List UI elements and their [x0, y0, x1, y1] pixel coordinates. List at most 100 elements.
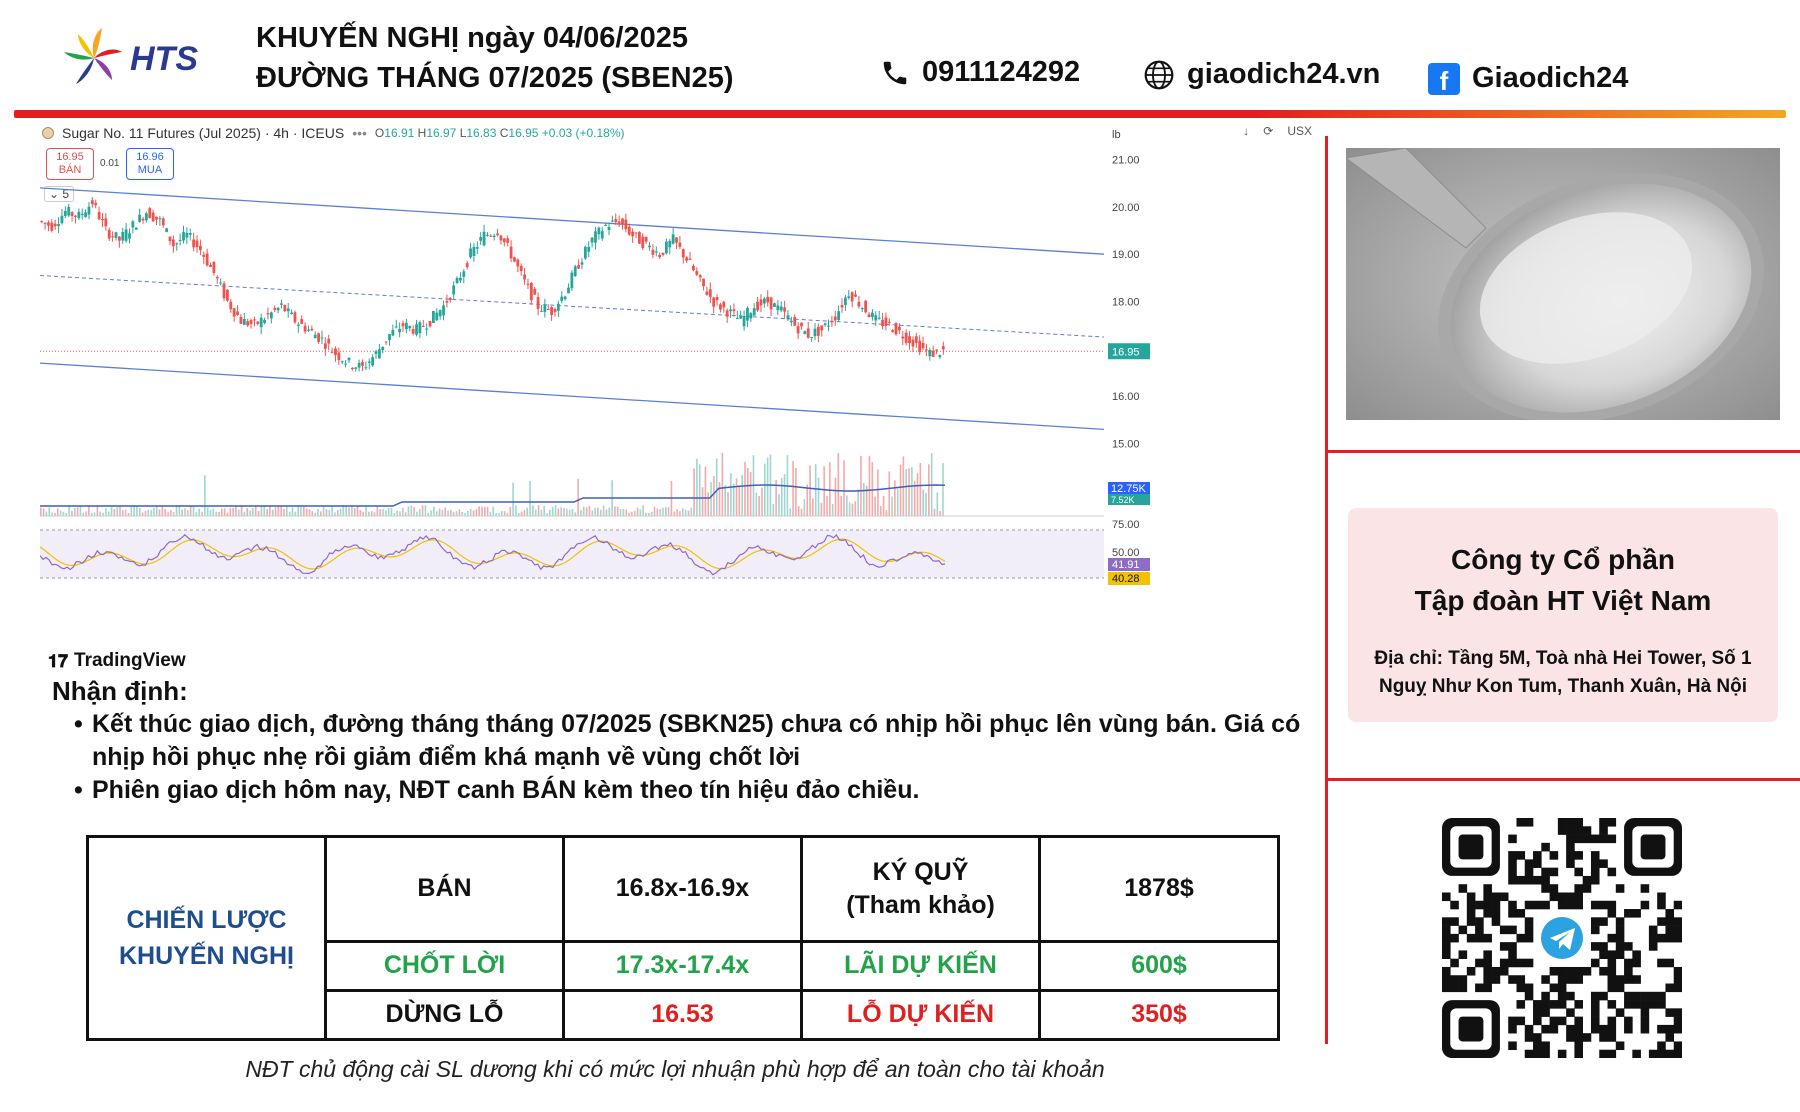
volume-bar	[928, 464, 930, 516]
volume-bar	[517, 512, 520, 516]
refresh-icon[interactable]: ⟳	[1263, 124, 1274, 138]
candle-body	[361, 362, 364, 366]
candle-body	[236, 311, 239, 316]
volume-bar	[908, 468, 910, 516]
candle-body	[911, 339, 915, 347]
volume-bar	[51, 512, 53, 516]
volume-bar	[899, 464, 902, 516]
volume-bar	[376, 505, 379, 516]
candle-body	[796, 326, 800, 334]
telegram-qr-code[interactable]	[1442, 818, 1683, 1059]
website-contact[interactable]: giaodich24.vn	[1143, 58, 1380, 91]
volume-bar	[840, 495, 842, 516]
candle-body	[681, 249, 685, 258]
volume-bar	[223, 508, 226, 516]
volume-bar	[922, 489, 924, 516]
volume-bar	[667, 507, 670, 516]
strategy-label: CHIẾN LƯỢC KHUYẾN NGHỊ	[86, 835, 327, 1041]
candle-body	[350, 368, 354, 370]
volume-bar	[814, 464, 817, 516]
volume-bar	[288, 511, 291, 516]
candle-body	[843, 297, 847, 306]
price-chart-panel[interactable]: Sugar No. 11 Futures (Jul 2025) · 4h · I…	[40, 120, 1320, 672]
candle-body	[367, 361, 371, 363]
volume-bar	[235, 506, 237, 516]
candle-body	[67, 206, 71, 216]
candle-body	[671, 234, 675, 244]
candle-body	[421, 325, 425, 327]
candle-body	[749, 313, 753, 319]
candle-body	[719, 304, 722, 310]
volume-bar	[721, 452, 724, 516]
volume-bar	[800, 508, 803, 516]
volume-bar	[481, 506, 483, 516]
volume-bar	[747, 467, 749, 516]
candle-body	[779, 306, 783, 311]
volume-bar	[730, 473, 732, 516]
table-row: CHIẾN LƯỢC KHUYẾN NGHỊ BÁN 16.8x-16.9x K…	[86, 835, 1280, 1041]
sell-button[interactable]: 16.95 BÁN	[46, 148, 94, 180]
candle-body	[773, 303, 776, 307]
volume-bar	[605, 509, 608, 516]
candle-body	[661, 252, 665, 255]
price-axis-tick: 20.00	[1112, 202, 1140, 214]
indicator-collapse-toggle[interactable]: ⌄ 5	[44, 186, 75, 202]
candle-body	[509, 246, 513, 259]
volume-bar	[676, 509, 678, 516]
phone-contact[interactable]: 0911124292	[880, 56, 1080, 89]
spread-value: 0.01	[100, 158, 120, 169]
volume-bar	[526, 507, 529, 516]
volume-bar	[271, 509, 274, 516]
currency-select[interactable]: USX	[1287, 124, 1312, 138]
candle-body	[776, 305, 780, 311]
arrow-down-icon[interactable]: ↓	[1243, 124, 1250, 138]
volume-bar	[418, 508, 421, 516]
candle-body	[830, 321, 834, 323]
unit-label: lb	[1112, 129, 1121, 141]
volume-bar	[209, 509, 212, 516]
volume-bar	[144, 510, 147, 516]
volume-bar	[102, 512, 104, 516]
candle-body	[931, 350, 935, 357]
candle-body	[310, 328, 314, 331]
candle-body	[432, 311, 435, 323]
volume-bar	[212, 508, 215, 516]
volume-bar	[486, 506, 489, 516]
chart-tools: ↓ ⟳ USX	[1243, 124, 1312, 138]
candle-body	[354, 367, 358, 369]
candle-body	[675, 237, 678, 243]
candle-body	[141, 218, 145, 221]
facebook-contact[interactable]: f Giaodich24	[1428, 62, 1628, 95]
candle-body	[117, 236, 121, 241]
buy-button[interactable]: 16.96 MUA	[126, 148, 174, 180]
candle-body	[357, 362, 361, 368]
candle-body	[729, 309, 732, 312]
volume-bar	[172, 511, 175, 516]
candle-body	[168, 236, 172, 242]
candle-body	[840, 304, 844, 308]
volume-bar	[178, 505, 181, 516]
volume-bar	[195, 512, 198, 516]
tradingview-logo: 𝟏𝟕 TradingView	[48, 650, 186, 671]
candle-body	[695, 271, 699, 275]
volume-bar	[718, 482, 721, 516]
volume-bar	[373, 512, 376, 516]
volume-bar	[291, 507, 294, 516]
volume-bar	[447, 510, 449, 516]
candle-body	[594, 231, 597, 243]
candle-body	[583, 246, 587, 259]
volume-bar	[868, 455, 871, 516]
candle-body	[580, 262, 584, 265]
candle-body	[499, 235, 503, 241]
volume-bar	[701, 487, 704, 516]
candle-body	[148, 208, 152, 219]
volume-bar	[588, 505, 591, 516]
volume-bar	[458, 509, 461, 516]
candle-body	[394, 326, 398, 328]
volume-bar	[438, 508, 441, 516]
more-icon[interactable]: •••	[352, 125, 367, 141]
candle-body	[617, 221, 621, 225]
candle-body	[762, 298, 766, 304]
volume-bar	[843, 460, 845, 516]
candle-body	[607, 226, 611, 231]
